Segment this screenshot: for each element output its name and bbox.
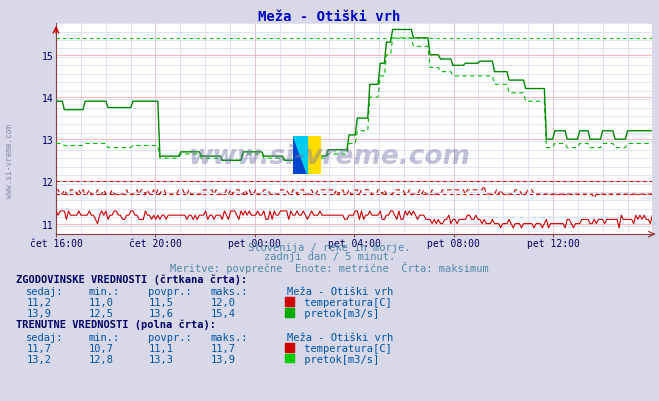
Text: pretok[m3/s]: pretok[m3/s] — [298, 308, 379, 318]
Text: povpr.:: povpr.: — [148, 332, 192, 342]
Text: maks.:: maks.: — [211, 287, 248, 297]
Text: min.:: min.: — [89, 287, 120, 297]
Text: Meža - Otiški vrh: Meža - Otiški vrh — [287, 332, 393, 342]
Text: Meritve: povprečne  Enote: metrične  Črta: maksimum: Meritve: povprečne Enote: metrične Črta:… — [170, 261, 489, 273]
Text: 11,2: 11,2 — [26, 298, 51, 308]
Text: 11,5: 11,5 — [148, 298, 173, 308]
Text: povpr.:: povpr.: — [148, 287, 192, 297]
Text: 11,1: 11,1 — [148, 343, 173, 353]
Text: Meža - Otiški vrh: Meža - Otiški vrh — [287, 287, 393, 297]
Text: 12,0: 12,0 — [211, 298, 236, 308]
Text: pretok[m3/s]: pretok[m3/s] — [298, 354, 379, 364]
Bar — [307, 136, 321, 174]
Text: 13,6: 13,6 — [148, 308, 173, 318]
Text: 12,8: 12,8 — [89, 354, 114, 364]
Text: 13,3: 13,3 — [148, 354, 173, 364]
Text: zadnji dan / 5 minut.: zadnji dan / 5 minut. — [264, 252, 395, 262]
Text: 11,7: 11,7 — [26, 343, 51, 353]
Text: www.si-vreme.com: www.si-vreme.com — [188, 144, 471, 169]
Text: maks.:: maks.: — [211, 332, 248, 342]
Polygon shape — [293, 136, 307, 174]
Text: sedaj:: sedaj: — [26, 332, 64, 342]
Text: ZGODOVINSKE VREDNOSTI (črtkana črta):: ZGODOVINSKE VREDNOSTI (črtkana črta): — [16, 273, 248, 284]
Bar — [293, 136, 307, 174]
Text: sedaj:: sedaj: — [26, 287, 64, 297]
Text: Slovenija / reke in morje.: Slovenija / reke in morje. — [248, 243, 411, 253]
Text: temperatura[C]: temperatura[C] — [298, 298, 391, 308]
Text: min.:: min.: — [89, 332, 120, 342]
Text: 15,4: 15,4 — [211, 308, 236, 318]
Text: 12,5: 12,5 — [89, 308, 114, 318]
Text: TRENUTNE VREDNOSTI (polna črta):: TRENUTNE VREDNOSTI (polna črta): — [16, 319, 216, 329]
Text: 11,0: 11,0 — [89, 298, 114, 308]
Text: 13,9: 13,9 — [211, 354, 236, 364]
Text: Meža - Otiški vrh: Meža - Otiški vrh — [258, 10, 401, 24]
Text: 11,7: 11,7 — [211, 343, 236, 353]
Text: www.si-vreme.com: www.si-vreme.com — [5, 124, 14, 197]
Text: 13,9: 13,9 — [26, 308, 51, 318]
Text: 13,2: 13,2 — [26, 354, 51, 364]
Text: temperatura[C]: temperatura[C] — [298, 343, 391, 353]
Text: 10,7: 10,7 — [89, 343, 114, 353]
